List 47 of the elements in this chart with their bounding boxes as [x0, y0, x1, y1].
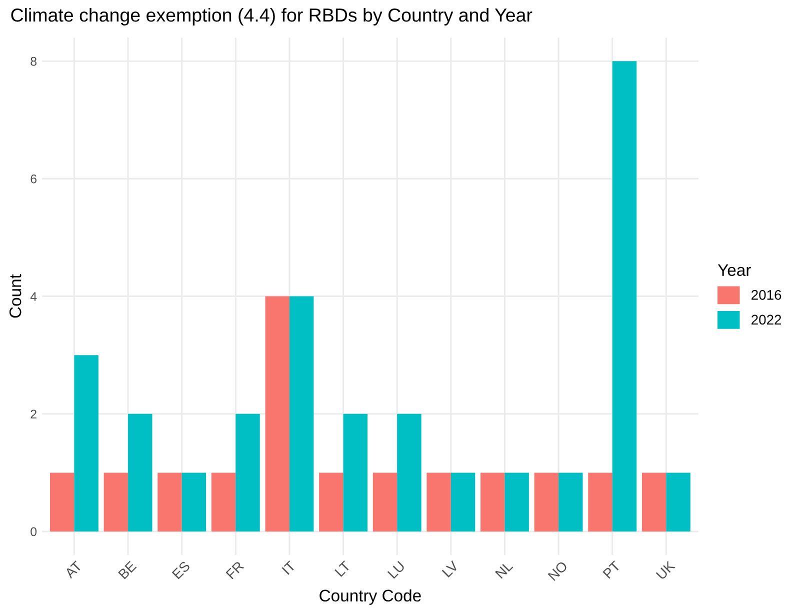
legend-label: 2016 — [752, 290, 782, 300]
bar — [397, 414, 422, 532]
bar — [128, 414, 152, 532]
chart-title: Climate change exemption (4.4) for RBDs by Country and Year — [11, 8, 532, 26]
legend-title: Year — [718, 264, 751, 276]
x-tick-label: NL — [495, 560, 514, 579]
bar — [666, 472, 690, 532]
bar — [182, 472, 206, 532]
x-tick-label: IT — [282, 560, 296, 575]
x-tick-label: LU — [387, 560, 406, 579]
bar — [450, 472, 476, 532]
bar — [104, 472, 128, 532]
x-tick-label: BE — [118, 560, 137, 580]
bar — [265, 296, 290, 532]
x-axis-title: Country Code — [320, 589, 421, 605]
bar — [289, 296, 314, 532]
bar — [558, 472, 583, 532]
x-tick-label: NO — [548, 560, 568, 582]
x-tick-label: AT — [64, 560, 82, 579]
bar — [642, 472, 666, 532]
y-axis-title: Count — [9, 274, 22, 318]
bar — [612, 61, 637, 532]
bar — [504, 472, 529, 532]
x-tick-label: FR — [226, 560, 244, 580]
bar — [480, 472, 505, 532]
x-tick-label: PT — [602, 560, 621, 579]
y-tick-label: 4 — [30, 292, 37, 301]
y-tick-label: 2 — [30, 410, 36, 418]
bar — [236, 414, 260, 532]
bar — [211, 472, 236, 532]
bar — [534, 472, 559, 532]
bar — [158, 472, 182, 532]
bar — [372, 472, 398, 532]
bar — [50, 472, 74, 532]
bar — [426, 472, 451, 532]
legend-label: 2022 — [752, 314, 782, 325]
bar — [343, 414, 368, 532]
y-tick-label: 8 — [30, 56, 37, 66]
y-tick-label: 0 — [30, 527, 37, 536]
bar — [588, 472, 612, 532]
x-tick-label: LV — [442, 560, 460, 578]
bar — [74, 355, 98, 532]
x-tick-label: LT — [334, 560, 351, 577]
y-tick-label: 6 — [30, 174, 37, 184]
x-tick-label: UK — [656, 560, 676, 580]
x-tick-label: ES — [172, 560, 191, 580]
bar — [319, 472, 344, 532]
